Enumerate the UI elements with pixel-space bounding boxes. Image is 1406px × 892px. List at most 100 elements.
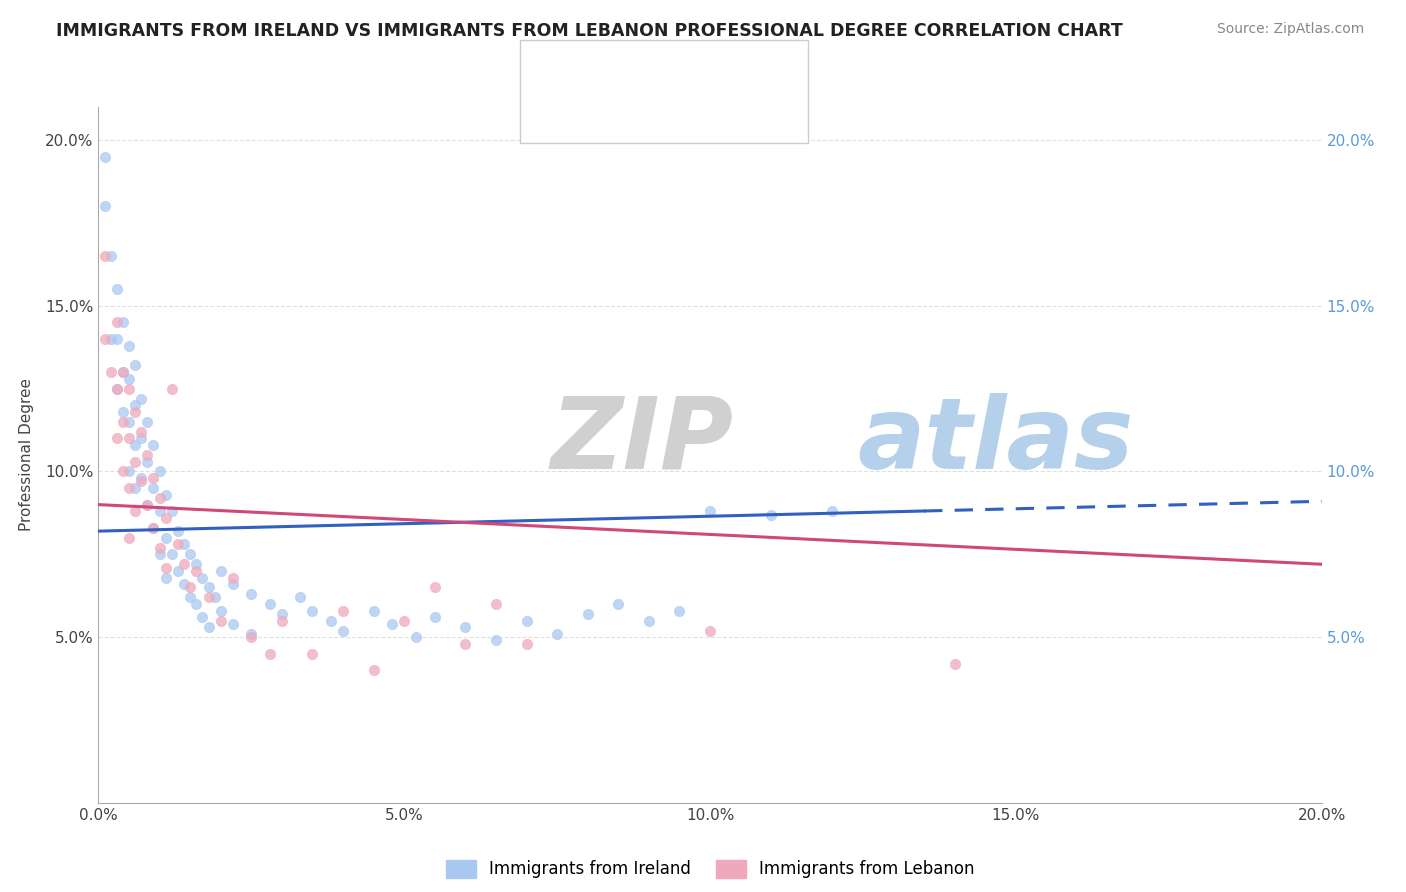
Point xyxy=(149,465,172,479)
Point xyxy=(301,647,323,661)
Point xyxy=(637,614,661,628)
Text: Source: ZipAtlas.com: Source: ZipAtlas.com xyxy=(1216,22,1364,37)
Point xyxy=(136,448,159,462)
Point xyxy=(160,547,183,561)
Point xyxy=(405,630,427,644)
Point xyxy=(943,657,966,671)
Text: atlas: atlas xyxy=(856,392,1133,490)
Point xyxy=(100,365,122,379)
Text: -0.043: -0.043 xyxy=(626,103,688,120)
Point xyxy=(167,564,190,578)
Point xyxy=(118,481,141,495)
Point xyxy=(160,382,183,396)
Point xyxy=(197,581,219,595)
Point xyxy=(179,581,201,595)
Point xyxy=(118,372,141,386)
Point xyxy=(124,405,146,419)
Point xyxy=(105,315,128,329)
FancyBboxPatch shape xyxy=(540,98,568,126)
Point xyxy=(136,454,159,468)
Point xyxy=(105,332,128,346)
Point xyxy=(222,577,245,591)
Point xyxy=(155,560,177,574)
Text: N =: N = xyxy=(690,103,724,120)
Point xyxy=(149,504,172,518)
Point xyxy=(105,382,128,396)
Point xyxy=(118,465,141,479)
Point xyxy=(197,591,219,605)
Point xyxy=(93,150,115,164)
Point xyxy=(699,624,721,638)
Point xyxy=(124,359,146,373)
Point xyxy=(259,647,281,661)
Point xyxy=(423,610,446,624)
Point xyxy=(129,471,152,485)
Point xyxy=(204,591,226,605)
Point xyxy=(485,633,508,648)
Point xyxy=(142,521,165,535)
Point xyxy=(240,630,263,644)
Point xyxy=(240,627,263,641)
Point xyxy=(118,382,141,396)
Point xyxy=(222,616,245,631)
Point xyxy=(136,498,159,512)
Point xyxy=(454,620,477,634)
Point xyxy=(173,537,195,551)
Point xyxy=(209,614,232,628)
Point xyxy=(363,604,385,618)
Point xyxy=(100,249,122,263)
Point xyxy=(155,488,177,502)
Point xyxy=(136,415,159,429)
Point xyxy=(136,498,159,512)
Point xyxy=(332,604,354,618)
Point xyxy=(290,591,312,605)
Point xyxy=(576,607,599,621)
Point xyxy=(155,511,177,525)
Point xyxy=(105,382,128,396)
Point xyxy=(167,537,190,551)
Point xyxy=(160,504,183,518)
Point xyxy=(173,577,195,591)
Text: R =: R = xyxy=(576,62,609,80)
Point xyxy=(129,475,152,489)
Point xyxy=(301,604,323,618)
Point xyxy=(167,524,190,538)
Point xyxy=(381,616,404,631)
Point xyxy=(240,587,263,601)
Point xyxy=(111,415,134,429)
Text: IMMIGRANTS FROM IRELAND VS IMMIGRANTS FROM LEBANON PROFESSIONAL DEGREE CORRELATI: IMMIGRANTS FROM IRELAND VS IMMIGRANTS FR… xyxy=(56,22,1123,40)
Point xyxy=(546,627,568,641)
Point xyxy=(485,597,508,611)
Point xyxy=(423,581,446,595)
Point xyxy=(209,604,232,618)
Y-axis label: Professional Degree: Professional Degree xyxy=(20,378,34,532)
Point xyxy=(124,504,146,518)
Text: 75: 75 xyxy=(737,62,761,80)
Text: R =: R = xyxy=(576,103,609,120)
Point xyxy=(100,332,122,346)
Point xyxy=(454,637,477,651)
Point xyxy=(124,398,146,412)
Point xyxy=(173,558,195,572)
Point xyxy=(516,637,538,651)
Text: 0.012: 0.012 xyxy=(626,62,681,80)
Point xyxy=(118,531,141,545)
Point xyxy=(270,614,292,628)
Point xyxy=(111,365,134,379)
Point xyxy=(124,454,146,468)
Point xyxy=(124,481,146,495)
Point xyxy=(142,481,165,495)
Point xyxy=(111,365,134,379)
Point xyxy=(319,614,342,628)
Point xyxy=(93,249,115,263)
Text: ZIP: ZIP xyxy=(551,392,734,490)
Point xyxy=(118,415,141,429)
Point xyxy=(129,431,152,445)
Legend: Immigrants from Ireland, Immigrants from Lebanon: Immigrants from Ireland, Immigrants from… xyxy=(439,853,981,885)
Point xyxy=(179,591,201,605)
Point xyxy=(111,465,134,479)
Point xyxy=(186,597,208,611)
Point xyxy=(209,564,232,578)
Point xyxy=(93,332,115,346)
Point xyxy=(516,614,538,628)
